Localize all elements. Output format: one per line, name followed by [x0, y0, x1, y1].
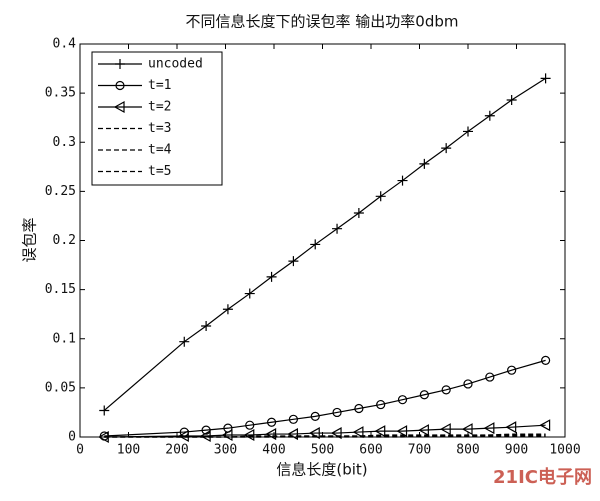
marker	[419, 390, 429, 400]
marker	[266, 271, 277, 282]
y-tick-label: 0.15	[45, 282, 76, 297]
marker	[352, 426, 364, 439]
y-tick-label: 0.4	[53, 37, 77, 52]
x-tick-label: 500	[311, 443, 334, 458]
marker	[222, 304, 233, 315]
marker	[419, 158, 430, 169]
marker	[397, 175, 408, 186]
x-tick-label: 0	[76, 443, 84, 458]
marker	[178, 429, 189, 443]
marker	[507, 365, 517, 375]
marker	[441, 143, 452, 154]
x-tick-label: 900	[505, 443, 528, 458]
y-tick-label: 0	[68, 430, 76, 445]
series-line	[103, 77, 546, 411]
y-tick-label: 0.3	[53, 135, 76, 150]
x-tick-label: 200	[165, 443, 188, 458]
legend-label: t=4	[148, 143, 172, 158]
watermark: 21IC电子网	[493, 466, 592, 488]
marker	[376, 399, 386, 410]
marker	[199, 429, 211, 443]
marker	[266, 417, 277, 427]
marker	[244, 288, 255, 299]
marker	[375, 191, 386, 202]
marker	[332, 223, 343, 234]
marker	[374, 425, 386, 438]
marker	[353, 207, 364, 218]
marker	[310, 239, 321, 250]
x-tick-label: 100	[117, 443, 140, 458]
y-tick-label: 0.05	[45, 380, 76, 395]
marker	[441, 385, 451, 395]
x-tick-label: 700	[408, 443, 431, 458]
marker	[201, 425, 211, 435]
marker	[332, 407, 342, 418]
legend-label: t=2	[148, 100, 171, 115]
y-tick-label: 0.25	[45, 184, 76, 199]
legend-label: uncoded	[148, 57, 203, 72]
y-tick-label: 0.1	[53, 331, 76, 346]
series-line	[104, 435, 546, 438]
marker	[115, 59, 125, 69]
marker	[288, 256, 299, 267]
y-tick-label: 0.35	[45, 86, 76, 101]
marker	[245, 420, 255, 430]
marker	[354, 403, 364, 414]
marker	[505, 421, 517, 434]
marker	[483, 422, 495, 435]
marker	[397, 395, 408, 405]
legend-box	[91, 51, 223, 186]
legend-label: t=5	[148, 164, 171, 179]
x-tick-label: 800	[456, 443, 479, 458]
x-axis-label: 信息长度(bit)	[276, 461, 367, 479]
marker	[463, 126, 473, 137]
marker	[310, 411, 320, 421]
marker	[265, 428, 277, 441]
x-tick-label: 300	[214, 443, 237, 458]
y-tick-label: 0.2	[53, 233, 76, 248]
marker	[484, 110, 495, 121]
marker	[539, 419, 551, 432]
marker	[461, 423, 473, 436]
marker	[506, 95, 517, 106]
legend-label: t=3	[148, 121, 171, 136]
marker	[540, 355, 551, 365]
marker	[113, 100, 125, 114]
marker	[201, 320, 212, 331]
marker	[485, 372, 495, 382]
marker	[463, 379, 473, 389]
chart-title: 不同信息长度下的误包率 输出功率0dbm	[186, 13, 459, 31]
marker	[540, 73, 551, 84]
marker	[439, 423, 451, 436]
x-tick-label: 1000	[549, 443, 580, 458]
x-tick-label: 600	[359, 443, 382, 458]
marker	[179, 336, 190, 347]
legend-label: t=1	[148, 78, 171, 93]
marker	[418, 424, 429, 437]
marker	[288, 414, 298, 424]
marker	[396, 425, 408, 438]
y-axis-label: 误包率	[21, 217, 39, 262]
marker	[99, 405, 110, 416]
x-tick-label: 400	[262, 443, 285, 458]
marker	[115, 80, 125, 91]
